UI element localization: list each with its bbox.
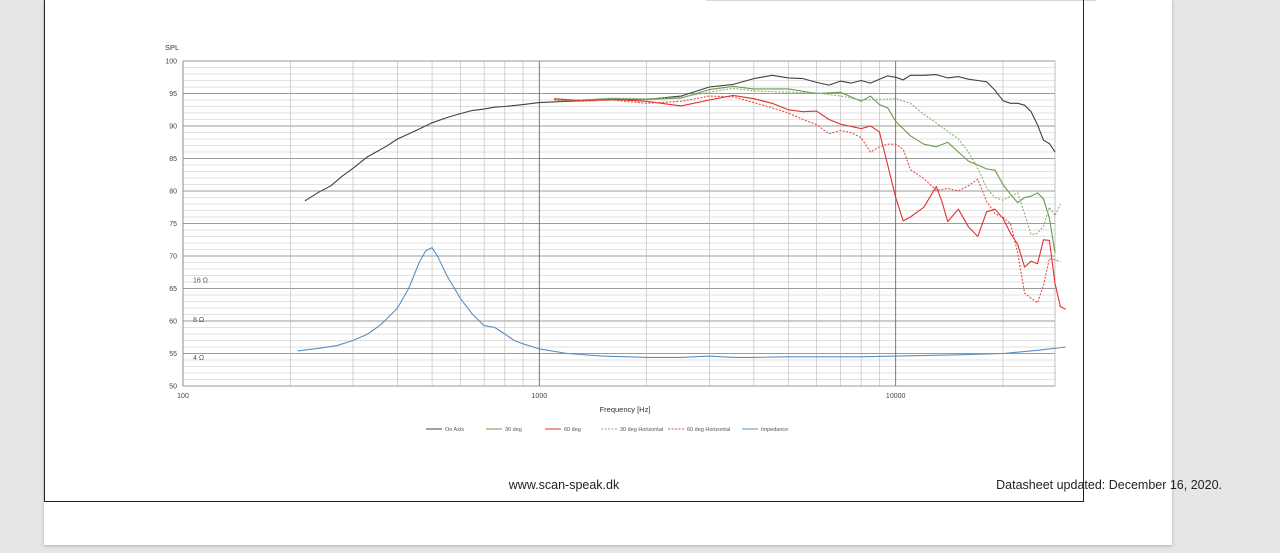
footer-website: www.scan-speak.dk — [508, 478, 620, 492]
y-tick-label: 100 — [165, 59, 177, 66]
footer-updated-date: Datasheet updated: December 16, 2020. — [996, 478, 1222, 492]
y-tick-label: 90 — [169, 124, 177, 131]
datasheet-frame — [44, 0, 1084, 502]
plot-border — [182, 60, 1056, 387]
datasheet-page — [44, 0, 1172, 545]
legend-entry: On Axis — [445, 427, 464, 433]
y-tick-label: 70 — [169, 254, 177, 261]
series-line-30-deg — [554, 85, 1056, 253]
top-divider — [706, 0, 1096, 1]
y-axis-label: SPL — [165, 43, 179, 52]
y-tick-label: 60 — [169, 319, 177, 326]
y-tick-label: 80 — [169, 189, 177, 196]
legend-entry: 30 deg Horizontal — [620, 427, 663, 433]
chart-legend: On Axis 30 deg 60 deg 30 deg Horizontal 60 d… — [426, 427, 788, 433]
chart-grid — [182, 60, 1056, 387]
series-line-60-deg-horizontal — [554, 95, 1061, 304]
impedance-scale-label: 8 Ω — [193, 317, 204, 324]
legend-entry: 30 deg — [505, 427, 522, 433]
impedance-scale-label: 4 Ω — [193, 355, 204, 362]
y-tick-label: 50 — [169, 384, 177, 391]
legend-entry: 60 deg — [564, 427, 581, 433]
impedance-scale-label: 16 Ω — [193, 278, 208, 285]
legend-entry: 60 deg Horizontal — [687, 427, 730, 433]
legend-entry: Impedance — [761, 427, 788, 433]
y-tick-label: 65 — [169, 286, 177, 293]
y-tick-label: 75 — [169, 221, 177, 228]
y-tick-label: 55 — [169, 351, 177, 358]
x-tick-label: 10000 — [886, 393, 906, 400]
series-line-impedance — [297, 247, 1066, 358]
x-axis-label: Frequency [Hz] — [600, 405, 651, 414]
series-line-on-axis — [304, 74, 1056, 202]
series-line-30-deg-horizontal — [579, 87, 1061, 236]
x-tick-label: 1000 — [532, 393, 548, 400]
y-tick-label: 85 — [169, 156, 177, 163]
x-tick-label: 100 — [177, 393, 189, 400]
y-tick-label: 95 — [169, 91, 177, 98]
series-line-60-deg — [554, 94, 1066, 310]
chart-series — [297, 74, 1066, 358]
